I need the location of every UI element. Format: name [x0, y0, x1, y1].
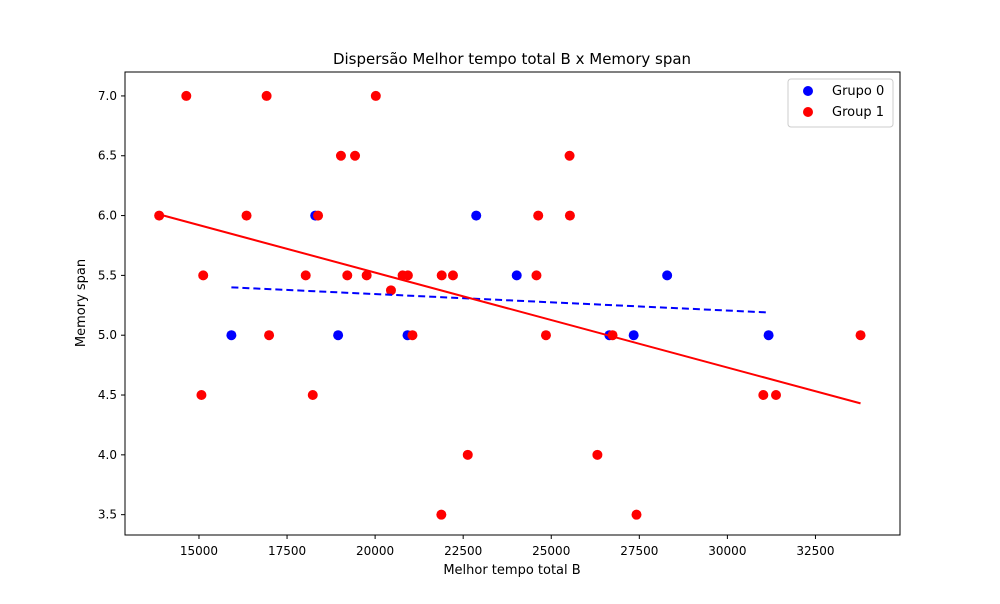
data-point	[462, 449, 473, 460]
legend-box	[787, 78, 894, 128]
data-point	[531, 270, 542, 281]
legend: Grupo 0 Group 1	[787, 78, 894, 128]
data-point	[181, 90, 192, 101]
x-tick-label: 27500	[620, 544, 658, 558]
data-point	[350, 150, 361, 161]
data-point	[385, 285, 396, 296]
trend-line	[158, 213, 861, 405]
data-point	[758, 390, 769, 401]
data-point	[436, 509, 447, 520]
plot-area	[154, 90, 866, 520]
data-point	[198, 270, 209, 281]
data-point	[855, 330, 866, 341]
data-point	[154, 210, 165, 221]
data-point	[564, 210, 575, 221]
data-point	[264, 330, 275, 341]
data-point	[662, 270, 673, 281]
data-point	[540, 330, 551, 341]
y-tick-label: 3.5	[98, 508, 117, 522]
data-point	[333, 330, 344, 341]
legend-label-group-1: Group 1	[832, 105, 884, 120]
y-tick-label: 4.0	[98, 448, 117, 462]
data-point	[307, 390, 318, 401]
data-point	[564, 150, 575, 161]
trend-line	[231, 286, 769, 314]
plot-frame	[124, 71, 901, 536]
y-tick-label: 6.5	[98, 149, 117, 163]
x-tick-label: 32500	[796, 544, 834, 558]
data-point	[447, 270, 458, 281]
data-point	[313, 210, 324, 221]
x-tick-label: 17500	[268, 544, 306, 558]
data-point	[763, 330, 774, 341]
x-axis: 15000 17500 20000 22500 25000 27500 30000 32500	[180, 535, 835, 558]
x-tick-label: 20000	[356, 544, 394, 558]
data-point	[592, 449, 603, 460]
legend-marker-grupo-0	[803, 86, 813, 96]
x-tick-label: 15000	[180, 544, 218, 558]
x-tick-label: 25000	[532, 544, 570, 558]
data-point	[261, 90, 272, 101]
data-point	[628, 330, 639, 341]
y-tick-label: 5.0	[98, 328, 117, 342]
legend-label-grupo-0: Grupo 0	[832, 84, 884, 99]
data-point	[407, 330, 418, 341]
data-point	[335, 150, 346, 161]
chart-title: Dispersão Melhor tempo total B x Memory …	[333, 50, 691, 68]
y-tick-label: 5.5	[98, 268, 117, 282]
x-tick-label: 30000	[708, 544, 746, 558]
data-point	[226, 330, 237, 341]
data-point	[402, 270, 413, 281]
data-point	[300, 270, 311, 281]
data-point	[196, 390, 207, 401]
data-point	[533, 210, 544, 221]
data-point	[370, 90, 381, 101]
data-point	[436, 270, 447, 281]
data-point	[631, 509, 642, 520]
data-point	[342, 270, 353, 281]
y-tick-label: 6.0	[98, 209, 117, 223]
y-tick-label: 7.0	[98, 89, 117, 103]
legend-marker-group-1	[803, 107, 813, 117]
x-axis-label: Melhor tempo total B	[443, 563, 580, 578]
data-point	[241, 210, 252, 221]
x-tick-label: 22500	[444, 544, 482, 558]
y-axis-label: Memory span	[74, 259, 89, 347]
data-point	[471, 210, 482, 221]
y-axis: 3.5 4.0 4.5 5.0 5.5 6.0 6.5 7.0	[98, 89, 125, 522]
data-point	[511, 270, 522, 281]
data-point	[771, 390, 781, 401]
y-tick-label: 4.5	[98, 388, 117, 402]
data-point	[361, 270, 372, 281]
